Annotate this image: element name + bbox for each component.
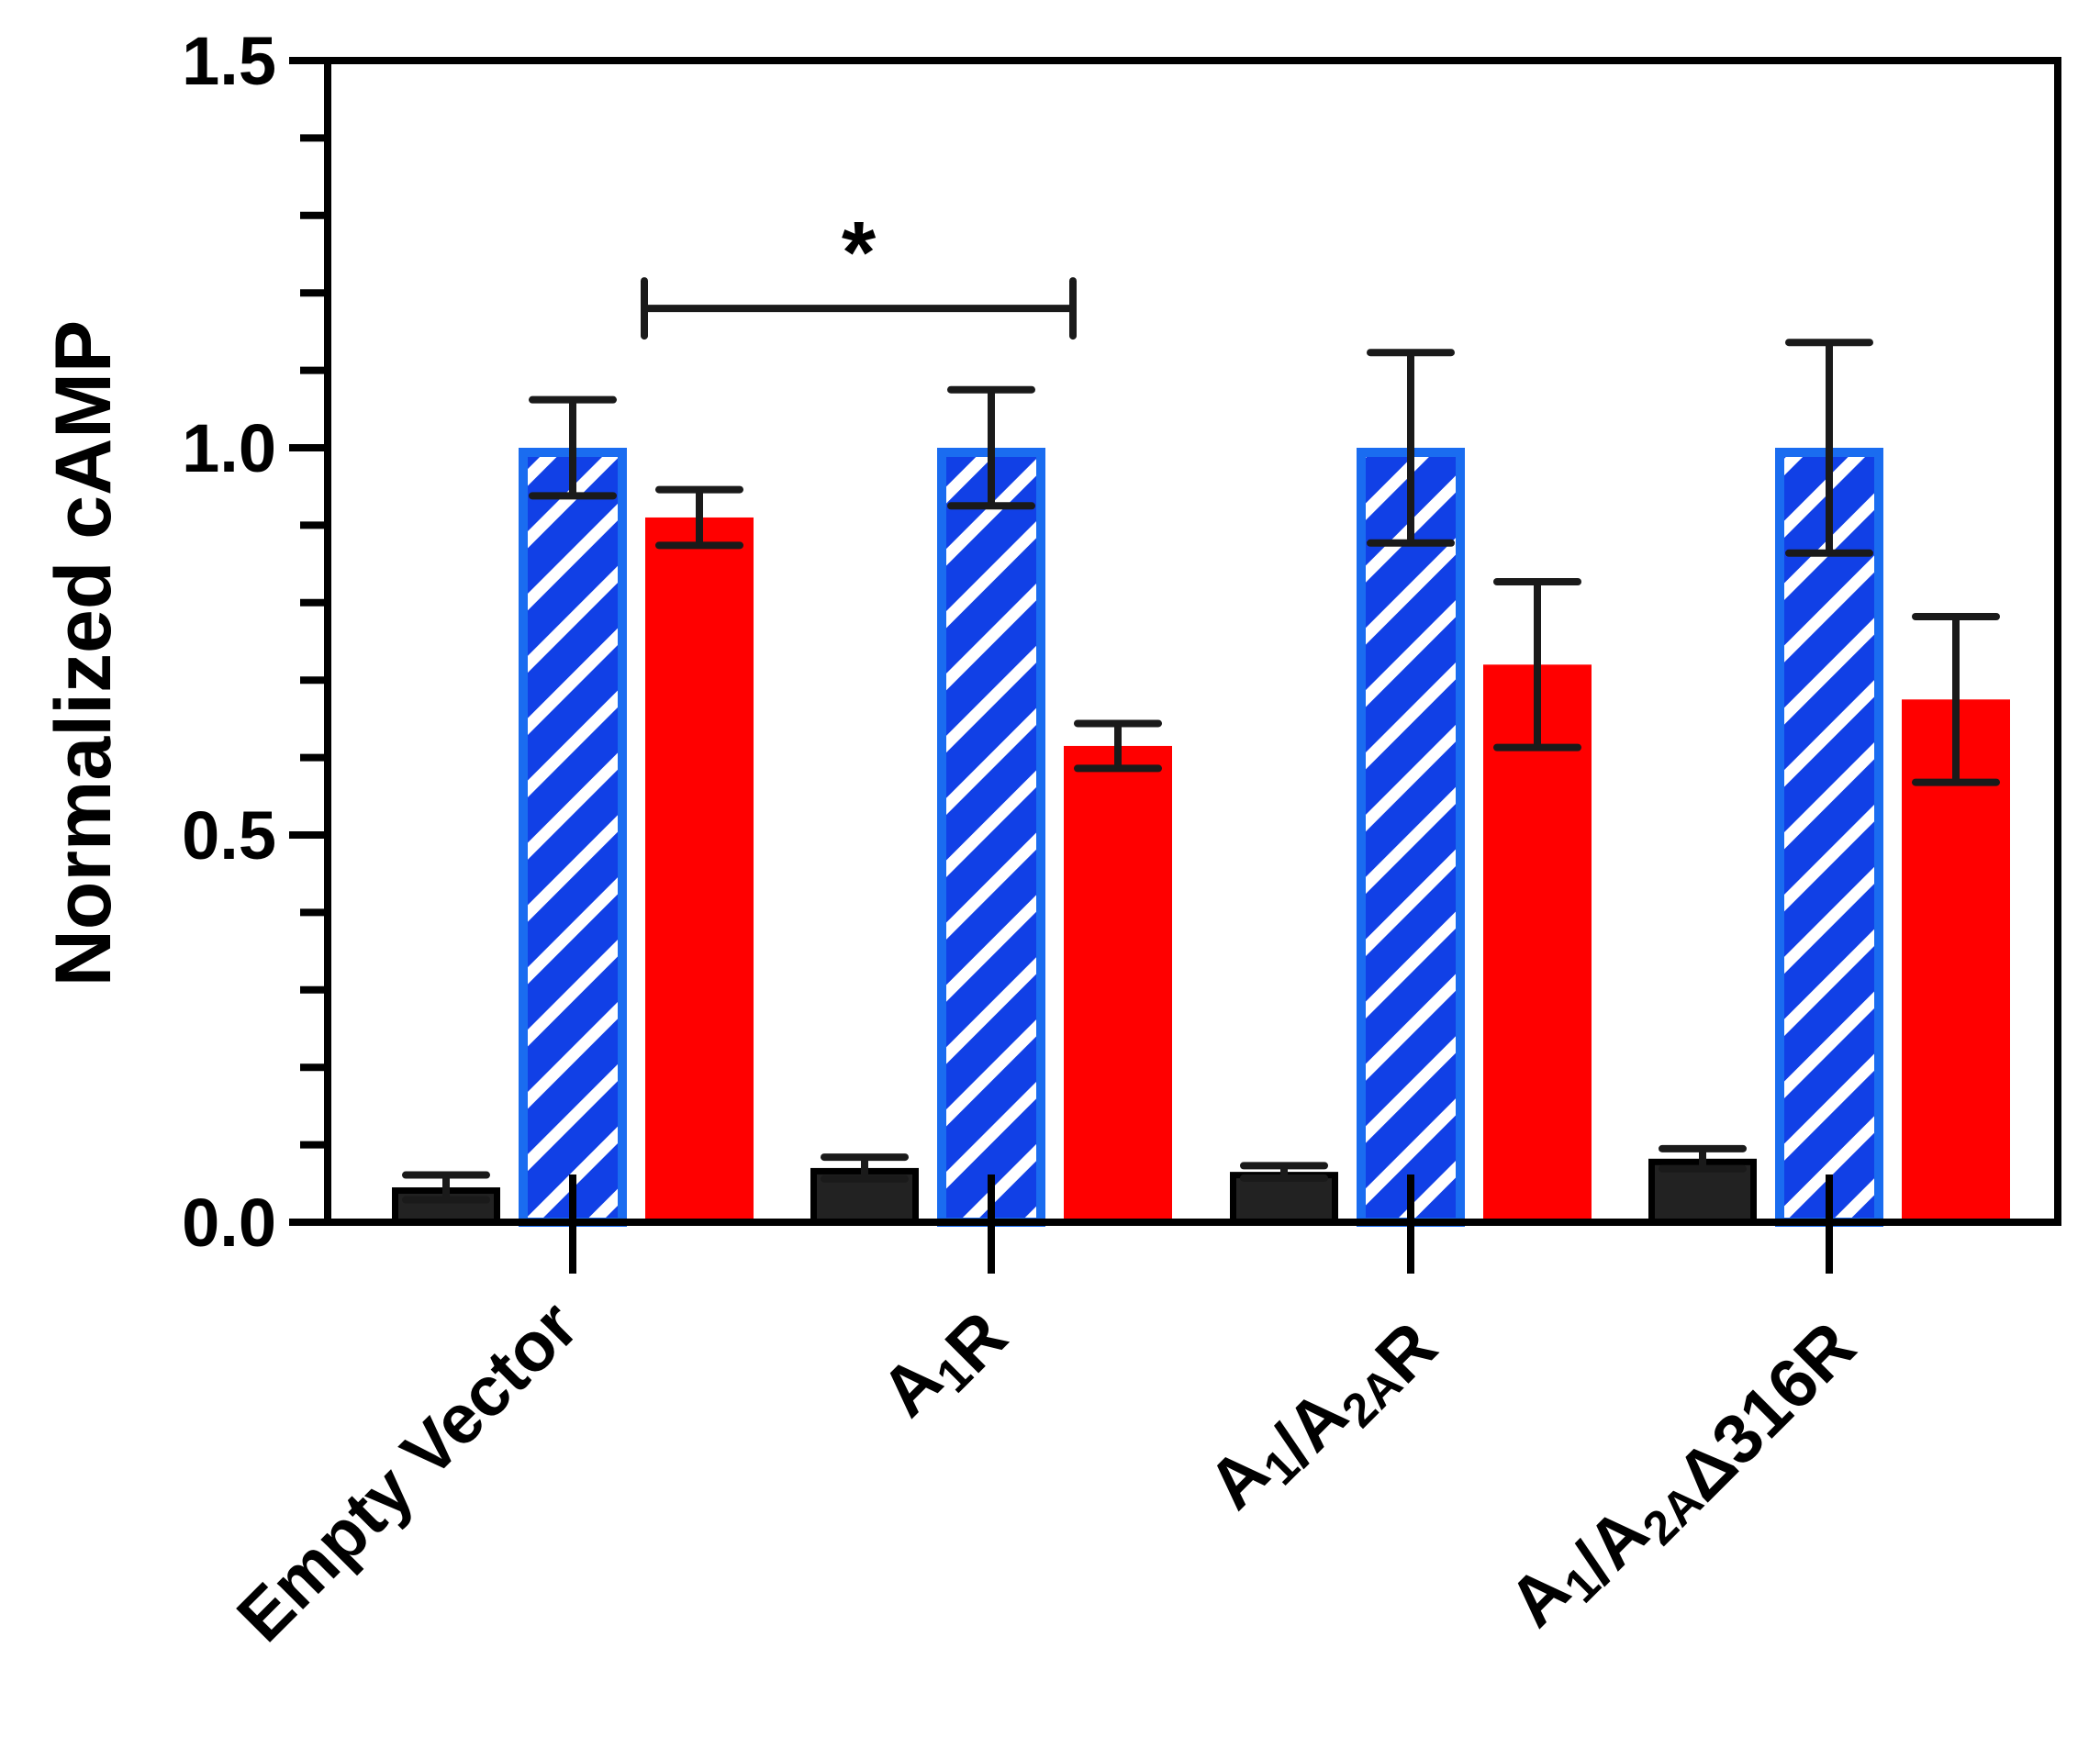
- error-bar: [1912, 612, 2000, 786]
- bar-stimulated-agonist: [1064, 745, 1172, 1222]
- error-bar: [947, 385, 1035, 510]
- error-bars-layer: [402, 339, 2000, 1204]
- error-bar: [821, 1153, 909, 1183]
- error-bar: [402, 1171, 490, 1204]
- error-bar: [1367, 349, 1455, 547]
- bar-stimulated-agonist: [1902, 699, 2010, 1222]
- x-category-label: Empty Vector: [222, 1286, 593, 1657]
- bar-stimulated-agonist: [1483, 664, 1592, 1222]
- y-tick-label: 1.5: [182, 23, 276, 99]
- bar-stimulated-agonist: [645, 517, 754, 1222]
- error-bar: [529, 395, 617, 500]
- error-bar: [1493, 578, 1581, 751]
- error-bar: [1240, 1162, 1328, 1182]
- x-category-label: A1R: [866, 1286, 1022, 1442]
- bar-stimulated: [1775, 448, 1883, 1227]
- annotations-layer: *: [641, 204, 1077, 340]
- y-tick-label: 1.0: [182, 410, 276, 486]
- significance-bracket: [641, 277, 1077, 340]
- bar-stimulated: [1357, 448, 1465, 1227]
- significance-star: *: [842, 204, 877, 302]
- x-category-label: A1/A2AR: [1193, 1286, 1452, 1545]
- error-bar: [1785, 339, 1873, 557]
- bar-stimulated: [519, 448, 627, 1227]
- y-axis: 0.0 0.5 1.0 1.5: [182, 23, 331, 1261]
- y-tick-label: 0.0: [182, 1185, 276, 1261]
- error-bar: [655, 485, 743, 550]
- y-tick-label: 0.5: [182, 797, 276, 874]
- error-bar: [1074, 719, 1162, 773]
- plot-frame: [324, 57, 2061, 1226]
- error-bar: [1659, 1144, 1747, 1173]
- y-axis-title: Normalized cAMP: [39, 320, 128, 986]
- bars-layer: [392, 448, 2010, 1227]
- bar-stimulated: [937, 448, 1045, 1227]
- x-category-label: A1/A2AΔ316R: [1494, 1286, 1871, 1663]
- bar-basal: [1230, 1172, 1338, 1226]
